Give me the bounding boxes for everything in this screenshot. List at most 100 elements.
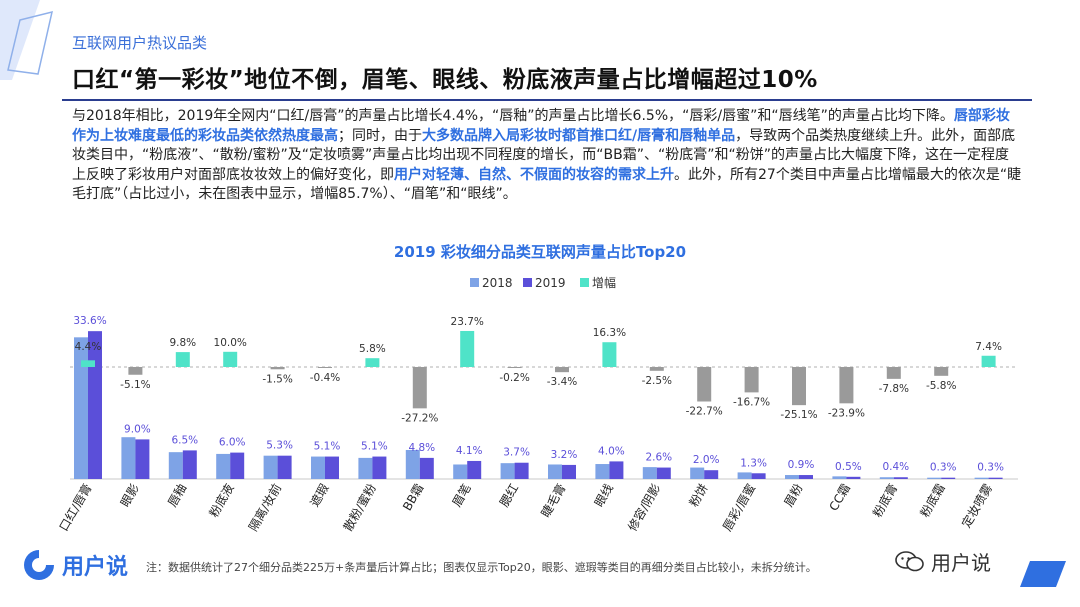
bar-2018 — [358, 457, 373, 479]
data-label-growth: 7.4% — [975, 341, 1002, 353]
legend-label: 2018 — [482, 276, 513, 290]
bar-2019 — [751, 473, 766, 479]
bar-2018 — [595, 464, 610, 479]
bar-growth — [270, 367, 285, 370]
data-label-growth: -3.4% — [547, 376, 577, 388]
category-label: 遮瑕 — [307, 481, 332, 509]
bar-growth — [886, 367, 901, 379]
data-label-growth: -0.2% — [499, 372, 529, 384]
data-label-growth: 9.8% — [169, 337, 196, 349]
bar-growth — [555, 367, 569, 373]
logo-text: 用户说 — [62, 555, 129, 580]
category-label: 定妆喷雾 — [958, 481, 995, 530]
bar-growth — [507, 367, 522, 368]
bar-growth — [460, 330, 475, 367]
bar-2019 — [846, 476, 861, 479]
data-label-2019: 3.7% — [503, 447, 530, 459]
data-label-growth: 23.7% — [451, 316, 484, 328]
bar-2019 — [277, 455, 292, 479]
bar-growth — [981, 355, 996, 367]
bar-2018 — [311, 456, 325, 479]
bar-2018 — [737, 472, 752, 479]
bar-2018 — [548, 464, 562, 479]
category-label: 粉饼 — [687, 482, 711, 510]
category-label: 粉底膏 — [869, 481, 900, 520]
page-title: 口红“第一彩妆”地位不倒，眉笔、眼线、粉底液声量占比增幅超过10% — [72, 67, 818, 93]
data-label-2019: 9.0% — [124, 423, 151, 435]
wechat-icon — [895, 550, 924, 571]
data-label-2019: 0.9% — [788, 459, 815, 471]
data-label-2019: 4.1% — [456, 445, 483, 457]
data-label-growth: -2.5% — [642, 375, 672, 387]
bar-2019 — [609, 461, 624, 479]
bar-2018 — [453, 464, 468, 479]
bar-2018 — [785, 475, 799, 479]
data-label-growth: -5.8% — [926, 380, 956, 392]
bar-growth — [81, 360, 95, 367]
category-label: CC霜 — [826, 482, 853, 514]
data-label-2019: 4.0% — [598, 445, 625, 457]
bar-2018 — [927, 477, 942, 479]
bar-growth — [839, 367, 854, 404]
bar-growth — [365, 358, 380, 367]
legend-label: 2019 — [535, 276, 566, 290]
data-label-growth: -22.7% — [686, 406, 723, 418]
bar-2019 — [467, 460, 482, 479]
data-label-growth: -0.4% — [310, 372, 340, 384]
legend-label: 增幅 — [592, 275, 616, 290]
bar-2019 — [799, 475, 813, 479]
data-label-growth: -23.9% — [828, 407, 865, 419]
bar-growth — [792, 367, 806, 406]
data-label-growth: 5.8% — [359, 343, 386, 355]
category-label: 腮红 — [496, 481, 521, 509]
category-label: 修容/阴影 — [624, 481, 663, 534]
chart-title: 2019 彩妆细分品类互联网声量占比Top20 — [394, 243, 686, 261]
bar-2019 — [988, 477, 1003, 479]
bar-growth — [744, 367, 759, 393]
bar-2019 — [325, 456, 339, 479]
category-label: 隔离/妆前 — [245, 481, 284, 534]
bar-growth — [175, 352, 190, 367]
data-label-growth: -25.1% — [780, 409, 817, 421]
bar-2018 — [974, 477, 989, 479]
section-label: 互联网用户热议品类 — [72, 34, 208, 52]
summary-text: 与2018年相比，2019年全网内“口红/唇膏”的声量占比增长4.4%，“唇釉”… — [72, 108, 954, 124]
legend-swatch — [580, 278, 589, 287]
bar-2018 — [832, 476, 847, 479]
category-label: BB霜 — [400, 482, 426, 514]
bar-growth — [934, 367, 949, 376]
data-label-2019: 1.3% — [740, 457, 767, 469]
brand-logo: 用户说 — [22, 548, 128, 582]
bar-2018 — [642, 467, 657, 479]
bar-2019 — [656, 467, 671, 479]
bar-growth — [649, 367, 664, 371]
summary-text: ，导致两个品类热度继续上升。此外，面部底妆类目中，“粉底液”、“散粉/蜜粉”及“… — [72, 127, 1016, 183]
summary-text: 。此外，所有27个类目中声量占比增幅最大的依次是“睫毛打底”（占比过小，未在图表… — [72, 166, 1022, 203]
summary-paragraph: 与2018年相比，2019年全网内“口红/唇膏”的声量占比增长4.4%，“唇釉”… — [72, 107, 1022, 205]
bar-2019 — [893, 477, 908, 479]
data-label-2019: 2.0% — [693, 454, 720, 466]
bar-2018 — [216, 453, 231, 479]
bar-2018 — [168, 452, 183, 479]
bar-2018 — [500, 463, 515, 479]
summary-highlight: 用户对轻薄、自然、不假面的妆容的需求上升 — [394, 166, 674, 183]
bar-2019 — [135, 439, 150, 479]
bar-2019 — [182, 450, 197, 479]
chart-footnote: 注：数据供统计了27个细分品类225万+条声量后计算占比；图表仅显示Top20，… — [146, 561, 817, 574]
data-label-2019: 0.5% — [835, 461, 862, 473]
category-label: 睫毛膏 — [538, 481, 569, 520]
bar-2018 — [879, 477, 894, 479]
summary-text: ；同时，由于 — [338, 127, 422, 144]
bar-growth — [128, 367, 143, 375]
data-label-2019: 5.3% — [266, 440, 293, 452]
legend-swatch — [470, 278, 479, 287]
bar-2018 — [263, 455, 278, 479]
category-label: 眼影 — [118, 482, 142, 510]
category-label: 口红/唇膏 — [56, 481, 95, 534]
summary-highlight: 唇部彩妆作为上妆难度最低的彩妆品类依然热度最高 — [72, 108, 1010, 144]
wechat-name: 用户说 — [931, 551, 991, 575]
bar-2019 — [372, 456, 387, 479]
legend-swatch — [523, 278, 532, 287]
category-label: 眉粉 — [781, 482, 805, 510]
